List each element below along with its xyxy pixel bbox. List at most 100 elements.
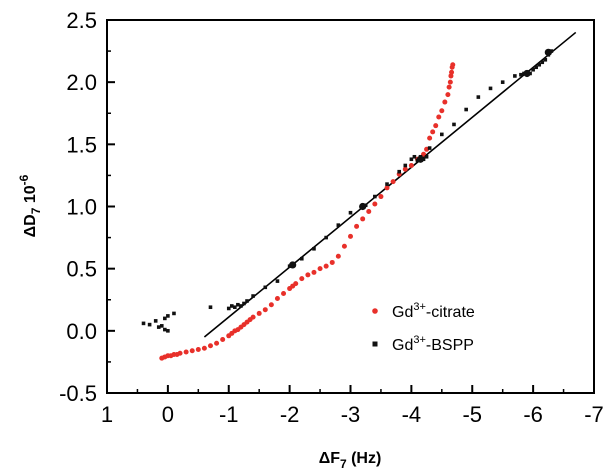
- bspp-highlight-point: [544, 48, 552, 56]
- bspp-point: [324, 235, 328, 240]
- citrate-point: [335, 253, 341, 259]
- legend-label-citrate: Gd3+-citrate: [392, 301, 475, 321]
- citrate-point: [341, 243, 347, 249]
- bspp-point: [147, 322, 152, 327]
- citrate-point: [329, 259, 335, 265]
- citrate-point: [281, 291, 287, 297]
- citrate-point: [430, 129, 436, 135]
- bspp-point: [275, 279, 280, 283]
- bspp-point: [424, 154, 429, 159]
- citrate-point: [450, 62, 456, 68]
- citrate-point: [201, 345, 207, 351]
- highlighted-points: [289, 48, 552, 269]
- citrate-point: [299, 276, 305, 282]
- linear-fit-line: [203, 31, 577, 338]
- bspp-point: [141, 321, 146, 326]
- bspp-point: [488, 86, 493, 91]
- bspp-point: [534, 65, 538, 70]
- x-axis-title: ΔF7 (Hz): [319, 450, 382, 471]
- axis-ticks: [107, 50, 565, 393]
- citrate-point: [220, 337, 226, 343]
- bspp-point: [476, 95, 481, 99]
- citrate-point: [250, 314, 256, 320]
- bspp-point: [427, 146, 432, 150]
- x-tick-label: -7: [584, 402, 604, 427]
- bspp-point: [242, 301, 246, 306]
- y-tick-label: 2.0: [66, 70, 97, 95]
- bspp-point: [163, 327, 167, 332]
- citrate-point: [402, 166, 408, 172]
- x-tick-label: -2: [280, 402, 300, 427]
- x-tick-label: -4: [402, 402, 422, 427]
- bspp-point: [172, 311, 176, 316]
- y-tick-labels: -0.5 0.0 0.5 1.0 1.5 2.0 2.5: [59, 8, 97, 406]
- bspp-highlight-point: [523, 69, 531, 78]
- series-layer: [141, 48, 554, 361]
- bspp-point: [500, 80, 505, 84]
- citrate-point: [442, 99, 448, 105]
- bspp-point: [245, 299, 249, 303]
- bspp-point: [452, 122, 456, 127]
- citrate-point: [311, 269, 317, 275]
- bspp-point: [403, 163, 408, 168]
- citrate-point: [384, 185, 390, 191]
- bspp-point: [348, 210, 353, 215]
- citrate-point: [448, 73, 454, 79]
- citrate-point: [449, 69, 455, 75]
- bspp-point: [153, 319, 158, 323]
- x-tick-label: 1: [101, 402, 113, 427]
- legend: Gd3+-citrate Gd3+-BSPP: [372, 301, 475, 354]
- citrate-point: [360, 216, 366, 222]
- bspp-point: [239, 304, 243, 308]
- series-citrate: [159, 62, 456, 361]
- citrate-point: [427, 135, 433, 141]
- bspp-point: [440, 132, 444, 137]
- y-tick-label: 1.5: [66, 132, 97, 157]
- bspp-point: [300, 256, 304, 261]
- citrate-point: [378, 194, 384, 200]
- citrate-point: [195, 346, 201, 352]
- bspp-point: [208, 305, 213, 310]
- y-tick-label: -0.5: [59, 381, 97, 406]
- bspp-point: [543, 57, 548, 62]
- citrate-point: [189, 348, 195, 354]
- bspp-point: [229, 304, 234, 308]
- bspp-point: [312, 246, 316, 251]
- x-tick-label: -5: [462, 402, 482, 427]
- bspp-point: [263, 285, 268, 290]
- citrate-point: [390, 179, 396, 185]
- bspp-point: [373, 194, 377, 199]
- bspp-point: [163, 316, 167, 321]
- bspp-point: [251, 294, 255, 298]
- bspp-point: [236, 302, 240, 307]
- x-tick-label: 0: [162, 402, 174, 427]
- y-tick-label: 2.5: [66, 8, 97, 33]
- citrate-point: [366, 208, 372, 214]
- citrate-point: [256, 310, 262, 316]
- bspp-highlight-point: [416, 155, 425, 163]
- citrate-point: [348, 233, 353, 239]
- bspp-point: [159, 324, 164, 328]
- citrate-point: [214, 340, 220, 346]
- x-tick-label: -6: [523, 402, 543, 427]
- citrate-point: [436, 114, 442, 120]
- citrate-point: [433, 123, 439, 129]
- citrate-point: [447, 79, 453, 85]
- legend-marker-bspp: [372, 341, 378, 347]
- bspp-point: [156, 325, 161, 329]
- bspp-highlight-point: [289, 261, 297, 269]
- citrate-point: [268, 302, 274, 308]
- series-bspp: [141, 49, 554, 333]
- citrate-point: [323, 263, 329, 269]
- bspp-point: [233, 305, 237, 310]
- bspp-point: [412, 154, 417, 159]
- bspp-point: [540, 60, 545, 65]
- citrate-point: [408, 162, 414, 168]
- y-tick-label: 0.5: [66, 257, 97, 282]
- legend-label-bspp: Gd3+-BSPP: [392, 334, 474, 354]
- citrate-point: [262, 307, 268, 313]
- citrate-point: [207, 343, 213, 349]
- citrate-point: [439, 108, 445, 114]
- fit-line-layer: [203, 31, 577, 338]
